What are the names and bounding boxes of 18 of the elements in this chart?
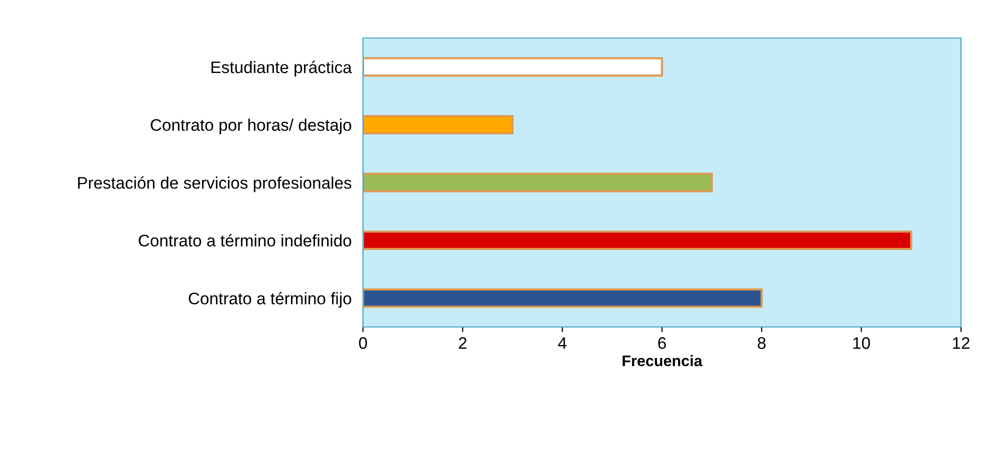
x-tick-label: 8 [758,337,766,349]
x-tick-label: 2 [458,337,466,349]
x-tick-label: 10 [853,337,870,349]
y-tick-label: Contrato a término indefinido [138,234,352,247]
x-tick-label: 0 [359,337,367,349]
bar [363,114,514,134]
y-tick-label: Contrato a término fijo [188,292,352,308]
y-tick-label: Contrato por horas/ destajo [150,118,352,134]
bar [363,288,763,308]
x-axis-title: Frecuencia [622,355,702,366]
bar [363,230,912,250]
x-tick-label: 6 [658,337,666,349]
y-tick-label: Prestación de servicios profesionales [78,176,352,192]
bar [363,172,713,192]
bar [363,57,664,77]
x-tick-label: 4 [558,337,566,349]
x-tick-label: 12 [953,337,970,349]
y-tick-label: Estudiante práctica [212,60,352,76]
